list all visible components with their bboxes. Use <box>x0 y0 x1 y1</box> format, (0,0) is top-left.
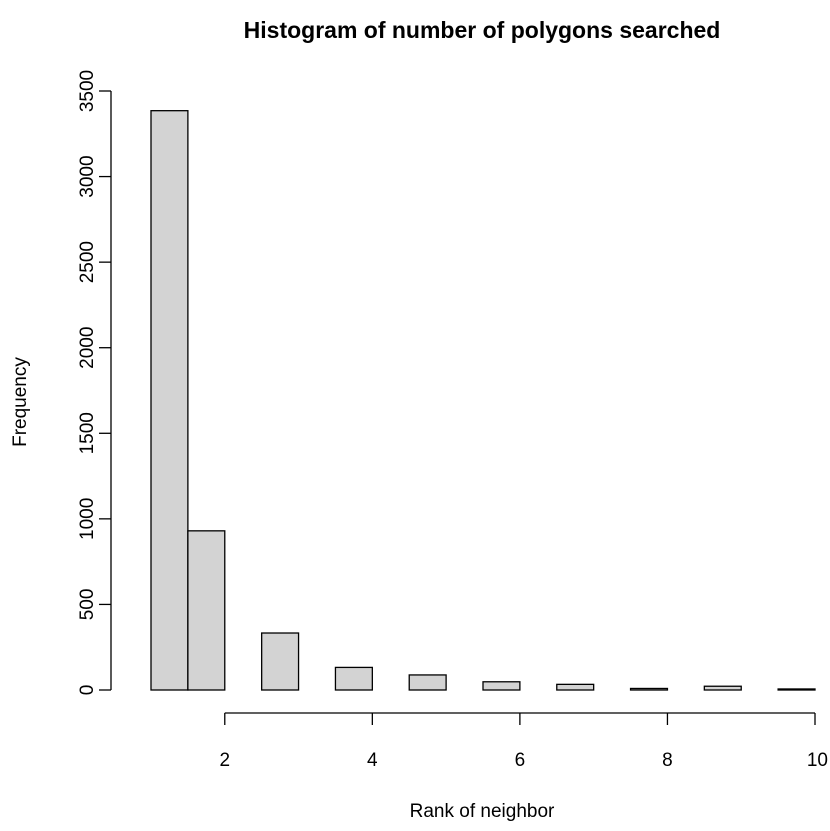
x-tick-label: 6 <box>515 750 526 771</box>
y-tick-label: 2000 <box>77 327 98 369</box>
x-axis: 2 4 6 8 10 <box>219 712 828 771</box>
histogram-bar-5 <box>408 674 447 691</box>
x-tick-label: 2 <box>219 750 230 771</box>
histogram-bar-6 <box>482 681 521 691</box>
y-tick-label: 3000 <box>77 155 98 197</box>
chart-title: Histogram of number of polygons searched <box>244 17 721 43</box>
y-tick-label: 500 <box>77 589 98 621</box>
y-tick-label: 0 <box>77 685 98 696</box>
histogram-bar-8 <box>629 687 669 691</box>
x-axis-label: Rank of neighbor <box>410 801 555 822</box>
histogram-bar-10 <box>777 688 816 691</box>
y-tick-label: 3500 <box>77 70 98 112</box>
y-axis: 0 500 1000 1500 2000 2500 3000 3500 <box>77 70 112 696</box>
histogram-bar-7 <box>556 683 595 691</box>
x-tick-label: 4 <box>367 750 378 771</box>
y-tick-label: 1000 <box>77 498 98 540</box>
x-tick-label: 10 <box>807 750 828 771</box>
histogram-bar-2 <box>187 530 226 691</box>
histogram-bar-3 <box>261 632 300 691</box>
x-tick-label: 8 <box>662 750 673 771</box>
y-axis-label: Frequency <box>10 357 31 447</box>
y-tick-label: 1500 <box>77 412 98 454</box>
bars-group <box>150 110 816 691</box>
histogram-bar-9 <box>703 685 742 691</box>
histogram-bar-4 <box>334 666 373 691</box>
histogram-bar-1 <box>150 110 189 691</box>
y-tick-label: 2500 <box>77 241 98 283</box>
